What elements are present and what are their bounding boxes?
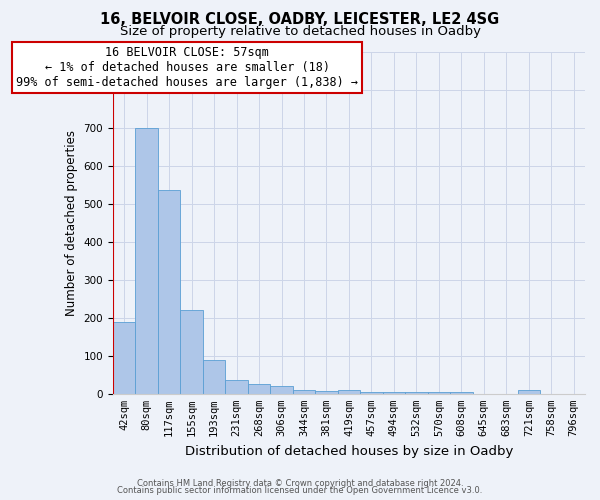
Text: Contains HM Land Registry data © Crown copyright and database right 2024.: Contains HM Land Registry data © Crown c… [137, 478, 463, 488]
Bar [181, 310, 203, 394]
Text: 16, BELVOIR CLOSE, OADBY, LEICESTER, LE2 4SG: 16, BELVOIR CLOSE, OADBY, LEICESTER, LE2… [100, 12, 500, 28]
Bar [383, 392, 405, 394]
Text: 16 BELVOIR CLOSE: 57sqm
← 1% of detached houses are smaller (18)
99% of semi-det: 16 BELVOIR CLOSE: 57sqm ← 1% of detached… [16, 46, 358, 89]
Bar [518, 390, 540, 394]
Bar [293, 390, 315, 394]
Bar [203, 360, 226, 394]
X-axis label: Distribution of detached houses by size in Oadby: Distribution of detached houses by size … [185, 444, 513, 458]
Bar [360, 392, 383, 394]
Bar [226, 380, 248, 394]
Bar [248, 384, 270, 394]
Bar [338, 390, 360, 394]
Bar [450, 392, 473, 394]
Y-axis label: Number of detached properties: Number of detached properties [65, 130, 78, 316]
Bar [270, 386, 293, 394]
Bar [428, 392, 450, 394]
Bar [136, 128, 158, 394]
Text: Contains public sector information licensed under the Open Government Licence v3: Contains public sector information licen… [118, 486, 482, 495]
Bar [405, 392, 428, 394]
Bar [113, 322, 136, 394]
Bar [158, 190, 181, 394]
Bar [315, 391, 338, 394]
Text: Size of property relative to detached houses in Oadby: Size of property relative to detached ho… [119, 25, 481, 38]
